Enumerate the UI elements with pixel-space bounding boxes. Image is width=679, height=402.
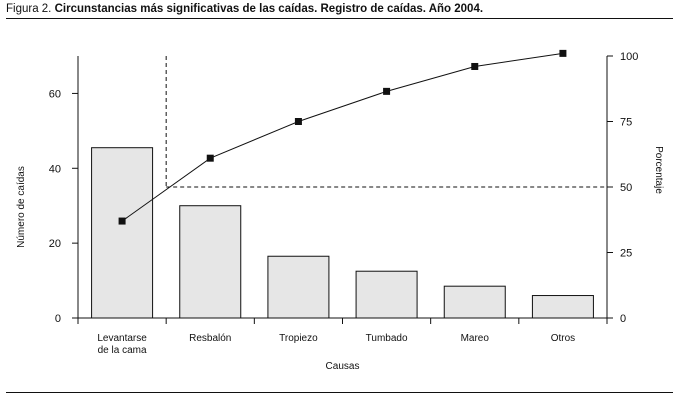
cumulative-point-3 [294,118,302,125]
cumulative-point-4 [383,87,391,95]
bar-4 [355,270,418,319]
x-tick-label: Tropiezo [279,333,318,344]
y2-tick-label: 25 [620,248,632,260]
y-tick-label: 60 [49,88,61,100]
x-tick-label: Tumbado [366,333,408,344]
bar-1 [91,147,154,319]
bar-6 [531,295,594,319]
y-axis-label: Número de caídas [16,166,27,248]
bar-2 [179,205,242,319]
cumulative-point-2 [206,154,214,162]
bar-series [91,147,594,319]
y2-tick-label: 0 [620,313,626,325]
y2-axis-label: Porcentaje [653,146,664,194]
x-tick-label: Otros [551,333,575,344]
bottom-rule [6,392,673,393]
bar-3 [267,255,330,319]
y-tick-label: 0 [55,313,61,325]
y-tick-label: 40 [49,163,61,175]
cumulative-point-5 [471,62,479,70]
x-tick-label: de la cama [98,345,147,356]
cumulative-line [121,52,563,222]
x-tick-label: Levantarse [97,333,147,344]
cumulative-point-1 [118,217,126,225]
reference-lines [165,56,607,188]
cumulative-series [118,49,567,225]
y2-tick-label: 50 [620,182,632,194]
figure-title: Circunstancias más significativas de las… [54,3,484,15]
figure-label: Figura 2. [6,3,52,15]
y2-tick-label: 75 [620,117,632,129]
top-rule [6,18,673,19]
x-tick-label: Mareo [461,333,490,344]
cumulative-point-6 [559,49,567,57]
x-tick-label: Resbalón [189,333,231,344]
bar-5 [443,285,506,319]
figure-caption: Figura 2. Circunstancias más significati… [6,3,483,15]
x-axis-label: Causas [326,361,360,372]
y-tick-label: 20 [49,238,61,250]
y2-tick-label: 100 [620,51,638,63]
axis-labels: Causas Número de caídas Porcentaje [16,146,664,372]
